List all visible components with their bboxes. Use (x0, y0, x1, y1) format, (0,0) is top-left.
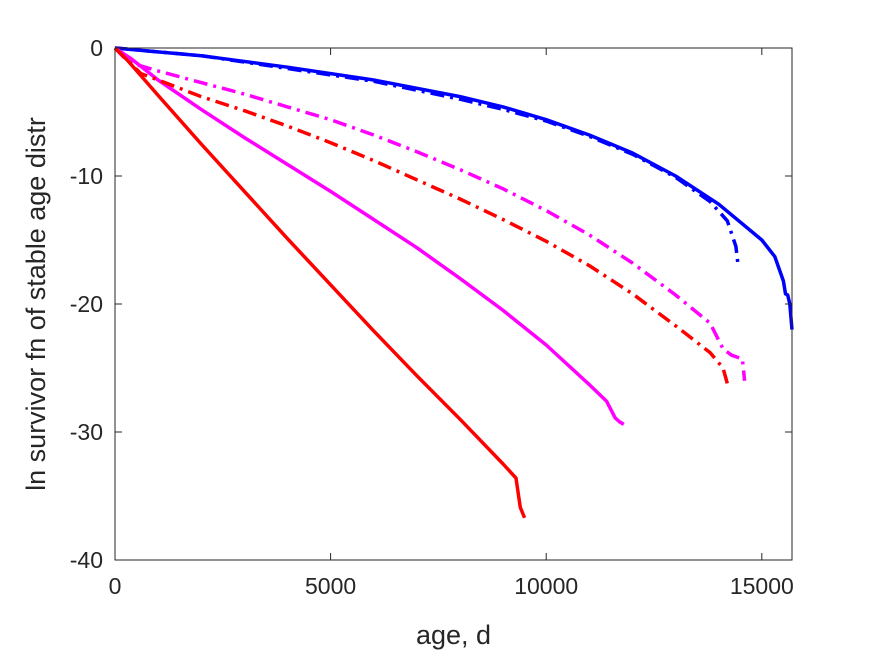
series-line-0 (114, 46, 794, 330)
y-tick-label: -40 (70, 547, 103, 573)
series-line-1 (114, 46, 740, 266)
y-axis-label: ln survivor fn of stable age distr (21, 117, 51, 491)
y-tick-label: -20 (70, 291, 103, 317)
x-tick-label: 5000 (305, 573, 356, 599)
x-tick-label: 15000 (730, 573, 794, 599)
ticks: 0 5000 10000 15000 0 -10 -20 -30 -40 (70, 35, 794, 599)
x-tick-label: 10000 (514, 573, 578, 599)
plot-frame (114, 47, 793, 561)
x-tick-label: 0 (109, 573, 122, 599)
y-tick-label: 0 (90, 35, 103, 61)
series-line-4 (113, 46, 527, 519)
series-line-3 (113, 46, 747, 381)
x-axis-label: age, d (416, 620, 491, 650)
y-tick-label: -10 (70, 163, 103, 189)
series-line-5 (113, 46, 732, 390)
plot-lines (113, 46, 794, 519)
y-tick-label: -30 (70, 419, 103, 445)
series-line-2 (114, 46, 625, 426)
